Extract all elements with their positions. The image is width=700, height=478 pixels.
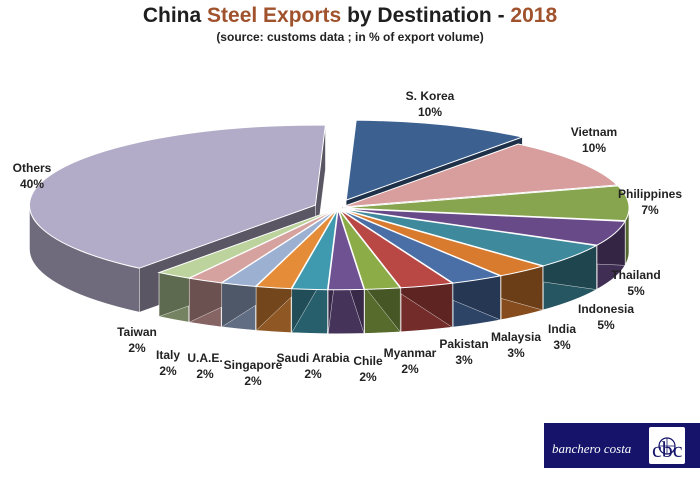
label-name-myanmar: Myanmar: [384, 346, 437, 360]
label-value-philippines: 7%: [641, 203, 659, 217]
label-name-thailand: Thailand: [611, 268, 660, 282]
chart-title: China Steel Exports by Destination - 201…: [0, 4, 700, 28]
label-italy: Italy 2%: [156, 348, 180, 378]
label-s-korea: S. Korea 10%: [406, 89, 455, 119]
label-value-malaysia: 3%: [507, 346, 525, 360]
label-name-taiwan: Taiwan: [117, 325, 157, 339]
label-u-a-e: U.A.E. 2%: [187, 351, 222, 381]
slice-others: [28, 124, 326, 269]
label-thailand: Thailand 5%: [611, 268, 660, 298]
label-vietnam: Vietnam 10%: [571, 125, 617, 155]
label-others: Others 40%: [13, 161, 52, 191]
label-name-saudi-arabia: Saudi Arabia: [277, 351, 350, 365]
label-value-singapore: 2%: [244, 374, 262, 388]
label-value-u-a-e: 2%: [196, 367, 214, 381]
slice-taiwan: [157, 208, 336, 279]
slice-indonesia: [341, 208, 598, 267]
label-indonesia: Indonesia 5%: [578, 302, 634, 332]
label-value-myanmar: 2%: [401, 362, 419, 376]
label-name-u-a-e: U.A.E.: [187, 351, 222, 365]
label-value-italy: 2%: [159, 364, 177, 378]
label-name-italy: Italy: [156, 348, 180, 362]
label-value-pakistan: 3%: [455, 353, 473, 367]
label-taiwan: Taiwan 2%: [117, 325, 157, 355]
title-highlight-steel-exports: Steel Exports: [207, 4, 342, 27]
label-malaysia: Malaysia 3%: [491, 330, 541, 360]
slice-thailand: [342, 208, 626, 246]
label-name-indonesia: Indonesia: [578, 302, 634, 316]
slice-vietnam: [341, 143, 619, 208]
label-value-thailand: 5%: [627, 284, 645, 298]
slice-myanmar: [338, 209, 402, 290]
logo-text: banchero costa: [552, 441, 632, 456]
label-name-chile: Chile: [353, 354, 383, 368]
label-pakistan: Pakistan 3%: [439, 337, 488, 367]
title-highlight-year: 2018: [510, 4, 558, 27]
label-name-india: India: [548, 322, 576, 336]
logo-mark-text: cbc: [652, 437, 683, 462]
label-philippines: Philippines 7%: [618, 187, 682, 217]
label-india: India 3%: [548, 322, 576, 352]
label-value-india: 3%: [553, 338, 571, 352]
label-singapore: Singapore 2%: [224, 358, 283, 388]
logo-mark-icon: cbc: [649, 427, 685, 464]
slice-philippines: [342, 185, 630, 222]
label-saudi-arabia: Saudi Arabia 2%: [277, 351, 350, 381]
label-value-others: 40%: [20, 177, 44, 191]
label-name-philippines: Philippines: [618, 187, 682, 201]
label-name-s-korea: S. Korea: [406, 89, 455, 103]
label-value-chile: 2%: [359, 370, 377, 384]
pie-labels: S. Korea 10% Vietnam 10% Philippines 7% Thaila…: [13, 89, 683, 388]
slice-pakistan: [339, 209, 454, 289]
label-chile: Chile 2%: [353, 354, 383, 384]
slice-malaysia: [340, 209, 503, 284]
chart-subtitle: (source: customs data ; in % of export v…: [216, 30, 484, 44]
label-name-pakistan: Pakistan: [439, 337, 488, 351]
label-value-indonesia: 5%: [597, 318, 615, 332]
label-name-others: Others: [13, 161, 52, 175]
pie-tops: [28, 119, 630, 291]
label-myanmar: Myanmar 2%: [384, 346, 437, 376]
label-value-s-korea: 10%: [418, 105, 442, 119]
title-part-1: China: [142, 4, 208, 27]
label-value-saudi-arabia: 2%: [304, 367, 322, 381]
label-name-vietnam: Vietnam: [571, 125, 617, 139]
label-value-taiwan: 2%: [128, 341, 146, 355]
label-name-malaysia: Malaysia: [491, 330, 541, 344]
slice-s-korea: [345, 119, 525, 201]
title-part-2: by Destination -: [341, 4, 511, 27]
slice-chile: [327, 209, 365, 291]
label-name-singapore: Singapore: [224, 358, 283, 372]
label-value-vietnam: 10%: [582, 141, 606, 155]
banchero-costa-logo: banchero costa cbc: [544, 423, 700, 468]
slice-saudi-arabia: [290, 209, 339, 291]
